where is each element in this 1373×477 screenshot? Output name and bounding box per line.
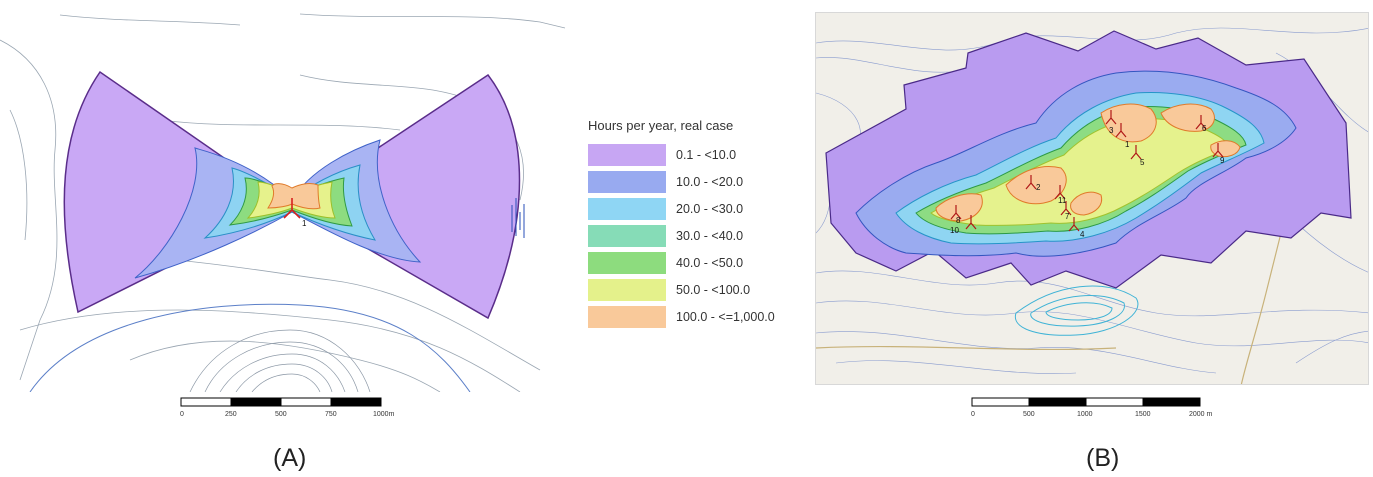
turbine-marker: 4: [1068, 217, 1085, 239]
legend-label: 50.0 - <100.0: [676, 283, 751, 297]
turbine-label: 4: [1080, 230, 1085, 239]
turbine-label: 7: [1065, 212, 1070, 221]
scale-tick: 2000 m: [1189, 411, 1213, 418]
scale-tick: 750: [325, 411, 337, 418]
legend-item: 50.0 - <100.0: [588, 278, 798, 302]
legend-label: 100.0 - <=1,000.0: [676, 310, 775, 324]
turbine-label: 9: [1220, 156, 1225, 165]
turbine-label: 8: [956, 216, 961, 225]
legend-item: 0.1 - <10.0: [588, 143, 798, 167]
turbine-marker: 5: [1130, 145, 1145, 167]
turbine-marker: 1: [1115, 123, 1130, 149]
legend-label: 0.1 - <10.0: [676, 148, 737, 162]
caption-a: (A): [273, 444, 307, 472]
turbine-marker: 11: [1054, 185, 1067, 205]
edge-detail-a: [511, 198, 525, 238]
legend-label: 40.0 - <50.0: [676, 256, 744, 270]
turbine-markers-b: 1 2 3 4 5 6 7 8 9 10 11: [950, 110, 1225, 239]
legend-swatch: [588, 279, 666, 301]
turbine-marker: 10: [950, 215, 977, 235]
scale-bar-b: 0 500 1000 1500 2000 m: [971, 397, 1241, 421]
scale-bar-a: 0 250 500 750 1000m: [180, 397, 410, 421]
scale-tick: 0: [180, 411, 184, 418]
lake-contours-b: [1014, 285, 1139, 336]
legend-swatch: [588, 198, 666, 220]
shadow-flicker-map-a: 1: [0, 13, 566, 392]
shadow-zone-100-plus-a: [267, 183, 321, 210]
scale-tick: 500: [1023, 411, 1035, 418]
turbine-label: 6: [1202, 124, 1207, 133]
turbine-marker: 7: [1060, 201, 1072, 221]
shadow-flicker-map-b: 1 2 3 4 5 6 7 8 9 10 11: [816, 13, 1368, 384]
shadow-zone-100-plus-b: [935, 103, 1241, 222]
legend: Hours per year, real case 0.1 - <10.0 10…: [588, 118, 798, 332]
turbine-marker: 9: [1212, 143, 1225, 165]
turbine-marker: 3: [1105, 110, 1117, 135]
turbine-label: 10: [950, 226, 959, 235]
hill-contours-a: [189, 329, 371, 392]
legend-label: 20.0 - <30.0: [676, 202, 744, 216]
legend-swatch: [588, 252, 666, 274]
caption-b: (B): [1086, 444, 1120, 472]
scale-tick: 0: [971, 411, 975, 418]
legend-swatch: [588, 144, 666, 166]
turbine-label: 11: [1058, 196, 1067, 205]
legend-item: 30.0 - <40.0: [588, 224, 798, 248]
legend-item: 40.0 - <50.0: [588, 251, 798, 275]
turbine-label: 2: [1036, 183, 1041, 192]
scale-tick: 1000: [1077, 411, 1093, 418]
turbine-label: 1: [1125, 140, 1130, 149]
legend-swatch: [588, 306, 666, 328]
legend-title: Hours per year, real case: [588, 118, 734, 133]
scale-tick: 500: [275, 411, 287, 418]
legend-label: 10.0 - <20.0: [676, 175, 744, 189]
map-panel-b: 1 2 3 4 5 6 7 8 9 10 11: [815, 12, 1369, 385]
legend-item: 20.0 - <30.0: [588, 197, 798, 221]
legend-item: 100.0 - <=1,000.0: [588, 305, 798, 329]
turbine-label: 3: [1109, 126, 1114, 135]
turbine-label: 1: [302, 219, 307, 228]
legend-items: 0.1 - <10.0 10.0 - <20.0 20.0 - <30.0 30…: [588, 143, 798, 329]
scale-tick: 1500: [1135, 411, 1151, 418]
map-panel-a: 1: [0, 0, 570, 392]
scale-tick: 250: [225, 411, 237, 418]
scale-tick: 1000m: [373, 411, 395, 418]
turbine-marker-a: 1: [283, 198, 307, 228]
blue-road-a: [29, 303, 471, 392]
turbine-marker: 2: [1025, 175, 1041, 192]
turbine-marker: 8: [950, 205, 962, 225]
legend-swatch: [588, 225, 666, 247]
legend-item: 10.0 - <20.0: [588, 170, 798, 194]
turbine-marker: 6: [1195, 115, 1207, 133]
legend-label: 30.0 - <40.0: [676, 229, 744, 243]
turbine-label: 5: [1140, 158, 1145, 167]
legend-swatch: [588, 171, 666, 193]
